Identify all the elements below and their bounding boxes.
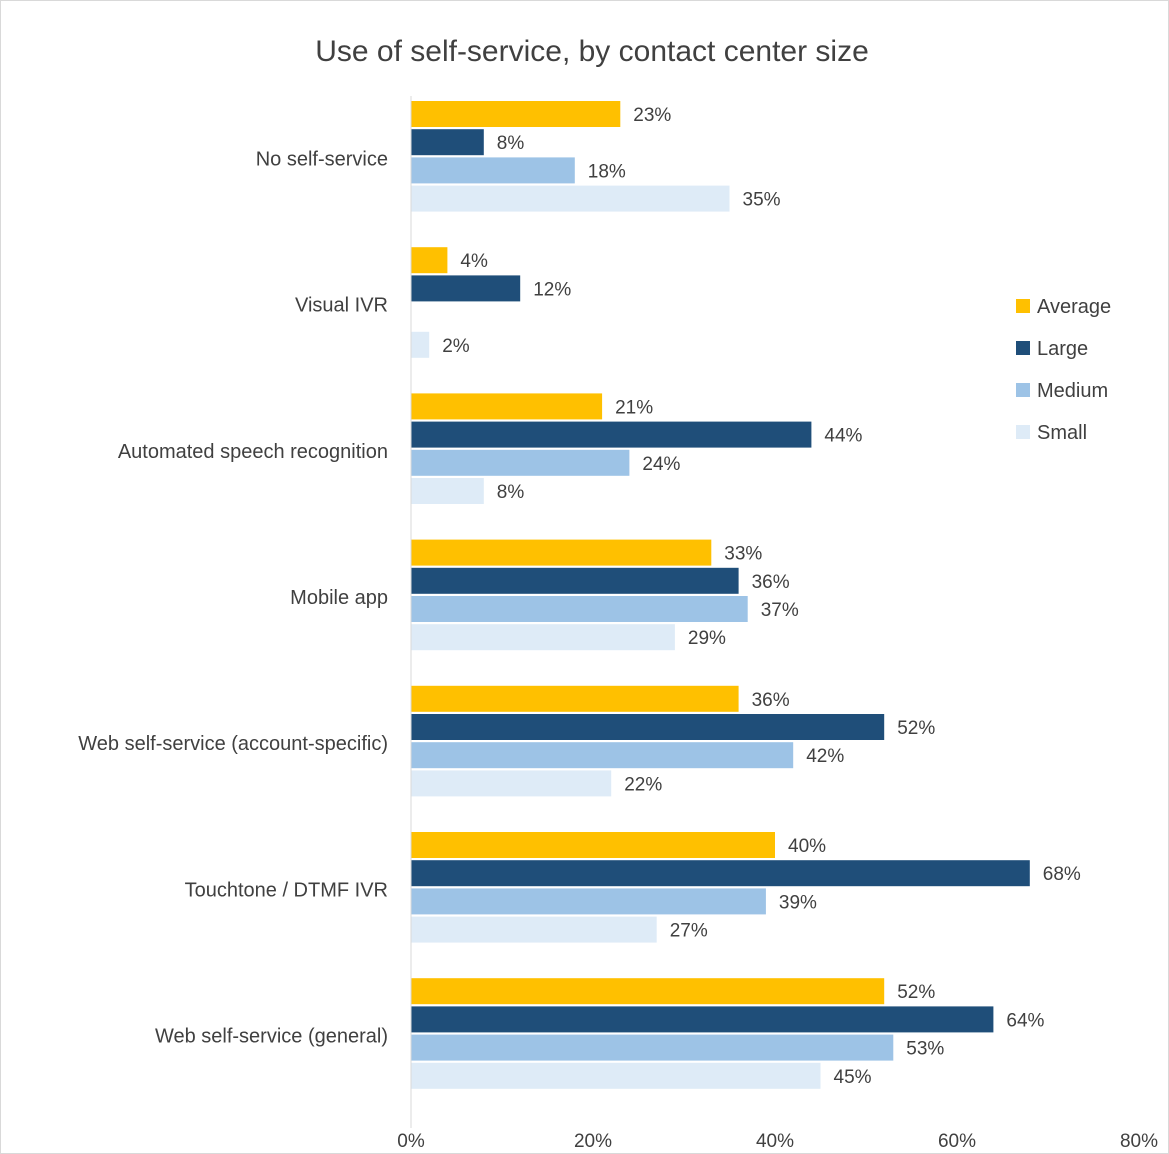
bar-large [411,1006,994,1033]
bar-average [411,101,621,127]
x-tick-label: 60% [938,1131,976,1152]
legend-label-average: Average [1037,296,1111,318]
plot-area: No self-service 23% 8% 18% 35% Visual IVR 4% 12… [78,96,1158,1152]
category-label: Web self-service (general) [155,1026,388,1048]
bar-small [411,916,657,943]
data-label: 35% [743,190,781,211]
legend-swatch-large [1016,341,1030,355]
bar-average [411,978,885,1005]
category-label: Visual IVR [295,295,388,317]
bar-average [411,247,448,274]
data-label: 21% [615,397,653,418]
category-label: Mobile app [290,587,388,609]
bar-small [411,331,430,358]
x-tick-label: 20% [574,1131,612,1152]
data-label: 68% [1043,864,1081,885]
data-label: 53% [906,1039,944,1060]
data-label: 22% [624,774,662,795]
bar-small [411,478,484,504]
bar-average [411,832,775,858]
data-label: 4% [460,251,488,272]
data-label: 2% [442,336,470,357]
x-tick-label: 0% [397,1131,425,1152]
data-label: 23% [633,105,671,126]
data-label: 36% [752,572,790,593]
bar-small [411,185,730,212]
bar-medium [411,449,630,476]
x-tick-label: 80% [1120,1131,1158,1152]
category-label: Touchtone / DTMF IVR [185,879,388,901]
data-label: 52% [897,982,935,1003]
bar-small [411,624,675,651]
data-label: 18% [588,161,626,182]
data-label: 8% [497,482,525,503]
bar-average [411,685,739,712]
data-label: 40% [788,836,826,857]
chart-title: Use of self-service, by contact center s… [315,35,869,68]
x-tick-label: 40% [756,1131,794,1152]
bar-medium [411,157,575,184]
bar-large [411,567,739,594]
legend: Average Large Medium Small [1016,296,1111,444]
bar-medium [411,888,766,915]
bar-large [411,714,885,740]
data-label: 45% [834,1067,872,1088]
data-label: 8% [497,133,525,154]
data-label: 37% [761,600,799,621]
category-label: Web self-service (account-specific) [78,733,388,755]
legend-swatch-small [1016,425,1030,439]
legend-label-large: Large [1037,338,1088,360]
legend-swatch-medium [1016,383,1030,397]
bar-average [411,539,712,566]
legend-label-medium: Medium [1037,380,1108,402]
data-label: 64% [1006,1010,1044,1031]
legend-swatch-average [1016,299,1030,313]
data-label: 12% [533,279,571,300]
bar-medium [411,596,748,622]
data-label: 36% [752,690,790,711]
bar-medium [411,1034,894,1061]
bar-large [411,129,484,156]
bar-small [411,1062,821,1089]
data-label: 24% [642,454,680,475]
bar-medium [411,742,794,769]
category-label: Automated speech recognition [118,441,388,463]
category-label: No self-service [256,148,388,170]
data-label: 39% [779,892,817,913]
data-label: 42% [806,746,844,767]
bar-average [411,393,603,420]
data-label: 33% [724,544,762,565]
data-label: 52% [897,718,935,739]
data-label: 27% [670,921,708,942]
data-label: 29% [688,628,726,649]
bar-large [411,421,812,448]
legend-label-small: Small [1037,422,1087,444]
data-label: 44% [824,426,862,447]
bar-small [411,770,612,797]
bar-large [411,275,521,302]
bar-large [411,860,1030,887]
